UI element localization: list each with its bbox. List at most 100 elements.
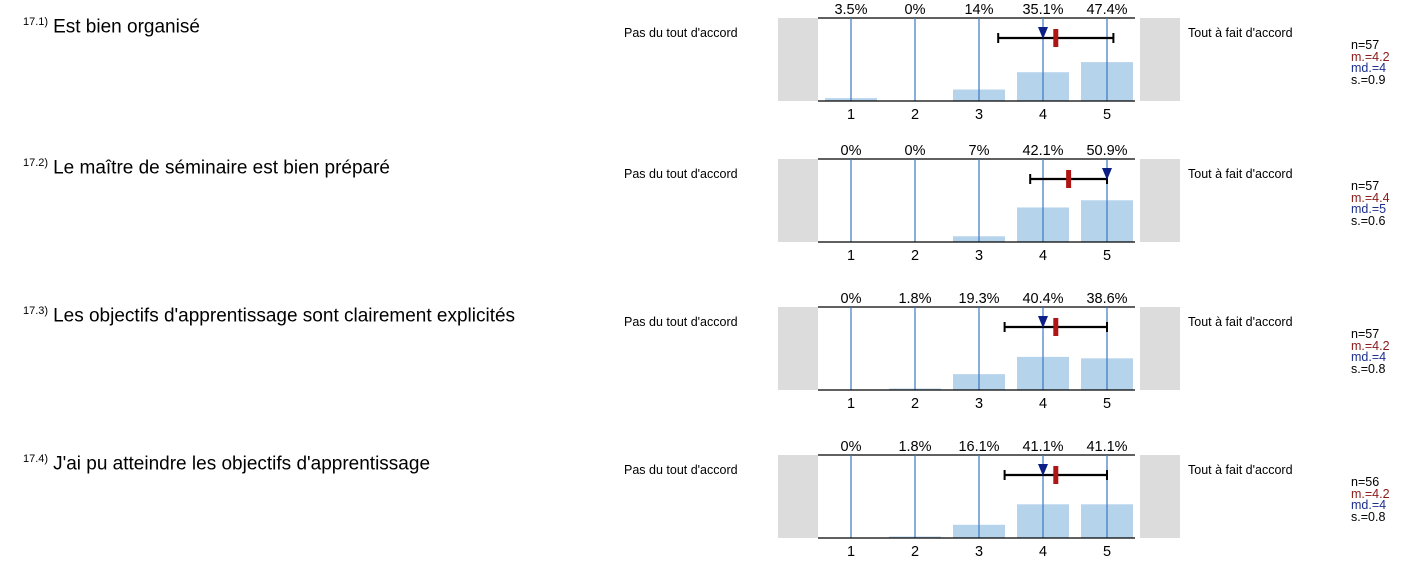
question-item: 17.4) J'ai pu atteindre les objectifs d'a… [0, 437, 1418, 577]
question-item: 17.2) Le maître de séminaire est bien pré… [0, 141, 1418, 281]
tick-label: 3 [975, 396, 983, 412]
mean-marker [1053, 318, 1059, 336]
stat-sd: s.=0.6 [1351, 213, 1386, 228]
percent-label: 41.1% [1022, 439, 1063, 455]
percent-label: 16.1% [958, 439, 999, 455]
tick-label: 1 [847, 544, 855, 560]
question-number: 17.1) [23, 16, 49, 28]
question-text: Est bien organisé [53, 16, 200, 38]
question-item: 17.3) Les objectifs d'apprentissage sont … [0, 289, 1418, 429]
stat-sd: s.=0.8 [1351, 509, 1386, 524]
percent-label: 7% [969, 143, 990, 159]
median-marker [1038, 27, 1048, 39]
percent-label: 50.9% [1086, 143, 1127, 159]
likert-chart: 3.5% 0% 14% 35.1% 47.4% 1 2 3 4 5 [778, 2, 1180, 123]
stat-median: md.=5 [1351, 202, 1387, 216]
likert-chart: 0% 1.8% 19.3% 40.4% 38.6% 1 2 3 4 5 [778, 291, 1180, 412]
left-side-panel [778, 159, 818, 242]
stat-sd: s.=0.9 [1351, 72, 1386, 87]
stat-mean: m.=4.2 [1351, 486, 1390, 501]
tick-label: 1 [847, 248, 855, 264]
percent-label: 41.1% [1086, 439, 1127, 455]
percent-label: 1.8% [898, 439, 931, 455]
tick-label: 4 [1039, 248, 1047, 264]
stat-n: n=56 [1351, 475, 1380, 489]
scale-right-label: Tout à fait d'accord [1188, 167, 1293, 181]
left-side-panel [778, 307, 818, 390]
percent-label: 0% [841, 291, 862, 307]
scale-right-label: Tout à fait d'accord [1188, 463, 1293, 477]
question-text: J'ai pu atteindre les objectifs d'appren… [53, 453, 431, 475]
scale-right-label: Tout à fait d'accord [1188, 315, 1293, 329]
percent-label: 0% [841, 439, 862, 455]
percent-label: 19.3% [958, 291, 999, 307]
scale-left-label: Pas du tout d'accord [624, 463, 738, 477]
tick-label: 5 [1103, 248, 1111, 264]
percent-label: 14% [964, 2, 993, 18]
left-side-panel [778, 18, 818, 101]
tick-label: 3 [975, 248, 983, 264]
scale-left-label: Pas du tout d'accord [624, 26, 738, 40]
left-side-panel [778, 455, 818, 538]
percent-label: 0% [905, 2, 926, 18]
right-side-panel [1140, 18, 1180, 101]
mean-marker [1053, 29, 1059, 47]
stat-n: n=57 [1351, 327, 1380, 341]
mean-marker [1066, 170, 1072, 188]
question-number: 17.3) [23, 305, 49, 317]
stats-block: n=56 m.=4.2 md.=4 s.=0.8 [1351, 475, 1390, 524]
tick-label: 2 [911, 544, 919, 560]
stat-median: md.=4 [1351, 61, 1387, 75]
tick-label: 5 [1103, 544, 1111, 560]
right-side-panel [1140, 455, 1180, 538]
question-text: Le maître de séminaire est bien préparé [53, 157, 390, 179]
scale-left-label: Pas du tout d'accord [624, 315, 738, 329]
tick-label: 2 [911, 248, 919, 264]
question-text: Les objectifs d'apprentissage sont clair… [53, 305, 516, 327]
median-marker [1102, 168, 1112, 180]
tick-label: 4 [1039, 107, 1047, 123]
tick-label: 1 [847, 396, 855, 412]
median-marker [1038, 464, 1048, 476]
tick-label: 3 [975, 544, 983, 560]
question-label: 17.1) Est bien organisé [23, 12, 583, 37]
tick-label: 2 [911, 107, 919, 123]
stat-n: n=57 [1351, 179, 1380, 193]
stat-mean: m.=4.2 [1351, 338, 1390, 353]
percent-label: 40.4% [1022, 291, 1063, 307]
stat-median: md.=4 [1351, 498, 1387, 512]
right-side-panel [1140, 159, 1180, 242]
percent-label: 42.1% [1022, 143, 1063, 159]
question-label: 17.4) J'ai pu atteindre les objectifs d'a… [23, 449, 583, 474]
tick-label: 5 [1103, 396, 1111, 412]
right-side-panel [1140, 307, 1180, 390]
likert-chart: 0% 0% 7% 42.1% 50.9% 1 2 3 4 5 [778, 143, 1180, 264]
tick-label: 2 [911, 396, 919, 412]
stat-median: md.=4 [1351, 350, 1387, 364]
stats-block: n=57 m.=4.2 md.=4 s.=0.9 [1351, 38, 1390, 87]
median-marker [1038, 316, 1048, 328]
question-number: 17.4) [23, 453, 49, 465]
percent-label: 0% [905, 143, 926, 159]
scale-right-label: Tout à fait d'accord [1188, 26, 1293, 40]
stat-n: n=57 [1351, 38, 1380, 52]
tick-label: 5 [1103, 107, 1111, 123]
tick-label: 4 [1039, 396, 1047, 412]
question-item: 17.1) Est bien organisé Pas du tout d'acc… [0, 0, 1418, 140]
percent-label: 0% [841, 143, 862, 159]
percent-label: 1.8% [898, 291, 931, 307]
question-label: 17.2) Le maître de séminaire est bien pré… [23, 153, 583, 178]
stat-sd: s.=0.8 [1351, 361, 1386, 376]
tick-label: 1 [847, 107, 855, 123]
stats-block: n=57 m.=4.2 md.=4 s.=0.8 [1351, 327, 1390, 376]
percent-label: 3.5% [834, 2, 867, 18]
question-number: 17.2) [23, 157, 49, 169]
tick-label: 4 [1039, 544, 1047, 560]
scale-left-label: Pas du tout d'accord [624, 167, 738, 181]
mean-marker [1053, 466, 1059, 484]
likert-chart: 0% 1.8% 16.1% 41.1% 41.1% 1 2 3 4 5 [778, 439, 1180, 560]
stats-block: n=57 m.=4.4 md.=5 s.=0.6 [1351, 179, 1390, 228]
percent-label: 47.4% [1086, 2, 1127, 18]
stat-mean: m.=4.2 [1351, 49, 1390, 64]
percent-label: 35.1% [1022, 2, 1063, 18]
